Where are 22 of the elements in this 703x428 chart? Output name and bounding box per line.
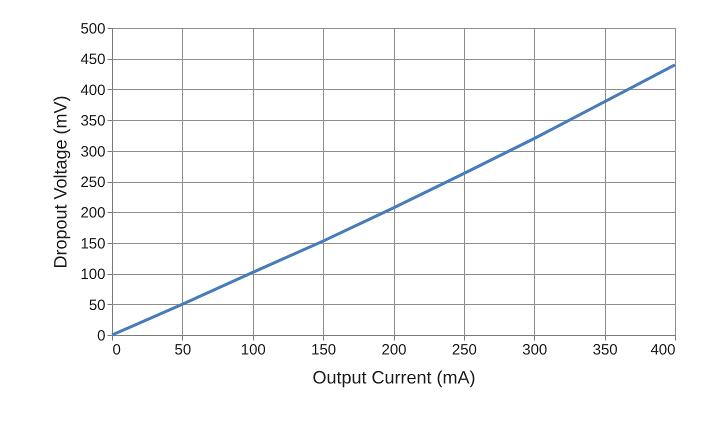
y-tick-label: 250 bbox=[80, 174, 106, 191]
y-tick-label: 200 bbox=[80, 204, 106, 222]
y-tick-label: 150 bbox=[80, 235, 106, 252]
y-tick-label: 0 bbox=[97, 328, 106, 344]
x-tick-label: 200 bbox=[381, 342, 407, 358]
y-tick-label: 400 bbox=[80, 82, 106, 99]
y-tick-label: 100 bbox=[80, 266, 106, 284]
y-tick-label: 50 bbox=[88, 296, 106, 314]
x-tick-label: 350 bbox=[592, 342, 618, 358]
x-tick-label: 150 bbox=[311, 342, 336, 358]
y-tick-label: 500 bbox=[80, 20, 106, 38]
x-tick-label: 250 bbox=[452, 342, 477, 358]
x-axis-title: Output Current (mA) bbox=[312, 368, 476, 388]
x-tick-label: 0 bbox=[112, 342, 121, 358]
x-tick-label: 300 bbox=[522, 342, 548, 358]
y-axis-title: Dropout Voltage (mV) bbox=[50, 95, 70, 269]
x-tick-label: 50 bbox=[174, 342, 192, 358]
y-tick-label: 300 bbox=[80, 143, 106, 160]
x-tick-label: 100 bbox=[240, 342, 266, 358]
y-tick-label: 350 bbox=[80, 112, 106, 130]
x-tick-label: 400 bbox=[650, 342, 676, 358]
y-tick-label: 450 bbox=[80, 51, 106, 68]
